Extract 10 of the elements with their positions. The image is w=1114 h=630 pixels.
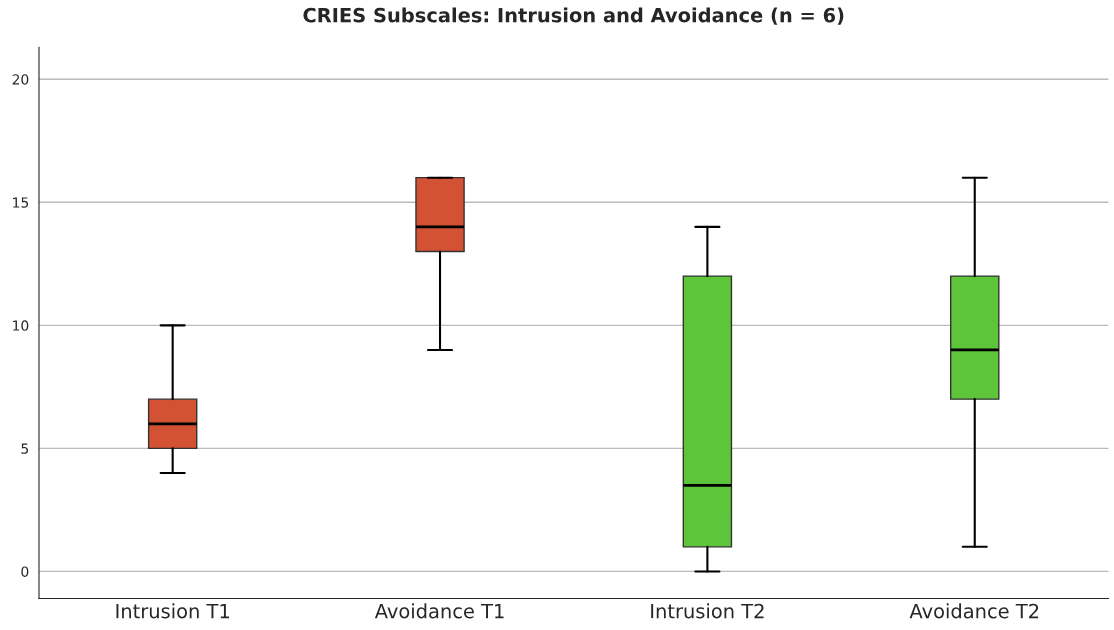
chart-title: CRIES Subscales: Intrusion and Avoidance (n = 6) [303, 7, 844, 25]
x-tick-label: Intrusion T2 [651, 603, 764, 619]
y-tick-label: 10 [13, 320, 29, 331]
x-tick-label: Intrusion T1 [116, 603, 229, 619]
y-tick-label: 20 [12, 74, 29, 85]
x-tick-label: Avoidance T1 [374, 603, 504, 619]
y-tick-label: 5 [21, 443, 29, 454]
y-tick-label: 15 [13, 197, 29, 208]
x-tick-label: Avoidance T2 [909, 603, 1039, 619]
y-tick-label: 0 [21, 566, 29, 577]
